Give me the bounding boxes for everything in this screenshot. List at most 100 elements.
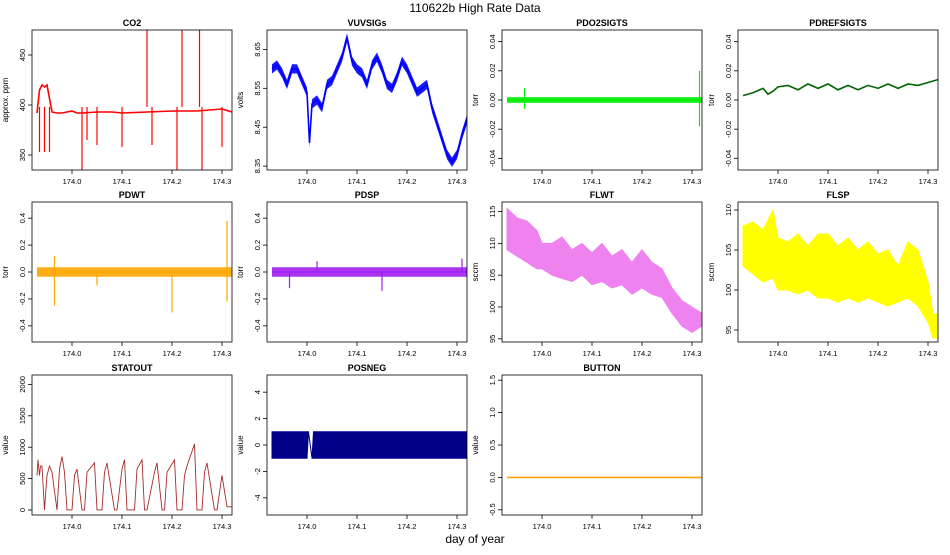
y-tick-label: -0.4 — [18, 319, 27, 332]
series-line — [36, 83, 232, 114]
y-tick-label: 100 — [724, 284, 733, 297]
plot-area — [742, 208, 938, 339]
y-axis-label: value — [471, 435, 480, 455]
y-tick-label: 1500 — [18, 407, 27, 424]
series-line — [271, 37, 467, 164]
plot-area — [506, 207, 702, 334]
plot-area — [37, 220, 232, 313]
y-tick-label: 100 — [488, 301, 497, 314]
x-tick-label: 174.2 — [869, 349, 888, 358]
chart-title: VUVSIGs — [347, 18, 386, 28]
x-tick-label: 174.3 — [213, 177, 232, 186]
y-tick-label: -4 — [253, 494, 262, 501]
y-tick-label: 8.45 — [253, 120, 262, 135]
y-axis-label: value — [1, 435, 10, 455]
y-axis-label: torr — [707, 94, 716, 106]
series-area — [271, 431, 467, 459]
y-tick-label: 4 — [253, 390, 262, 394]
plot-frame — [31, 29, 233, 171]
x-tick-label: 174.3 — [683, 349, 702, 358]
x-tick-label: 174.0 — [298, 522, 317, 531]
x-tick-label: 174.1 — [348, 349, 367, 358]
x-tick-label: 174.0 — [769, 177, 788, 186]
y-axis-label: sccm — [707, 262, 716, 281]
x-tick-label: 174.1 — [348, 522, 367, 531]
y-tick-label: 0.02 — [724, 64, 733, 79]
x-tick-label: 174.2 — [633, 349, 652, 358]
y-axis-label: sccm — [471, 262, 480, 281]
y-tick-label: 95 — [724, 326, 733, 334]
y-axis-label: torr — [1, 266, 10, 278]
plot-area — [36, 443, 232, 511]
chart-vuvsigs: VUVSIGs 174.0 174.1 174.2 174.3 8.35 8.45 8.55 8… — [236, 18, 468, 186]
chart-title: PDWT — [119, 190, 146, 200]
x-tick-label: 174.2 — [163, 177, 182, 186]
y-tick-label: 0.00 — [724, 93, 733, 108]
x-tick-label: 174.1 — [113, 349, 132, 358]
y-tick-label: 0.4 — [253, 213, 262, 223]
y-tick-label: 350 — [18, 149, 27, 162]
plot-area — [271, 431, 467, 459]
chart-title: BUTTON — [583, 363, 620, 373]
y-tick-label: 110 — [724, 204, 733, 216]
x-tick-label: 174.0 — [63, 349, 82, 358]
series-band — [272, 33, 467, 167]
x-tick-label: 174.3 — [919, 349, 938, 358]
series-line — [36, 443, 232, 511]
x-tick-label: 174.1 — [819, 349, 838, 358]
y-tick-label: -0.4 — [253, 319, 262, 332]
chart-title: FLSP — [826, 190, 849, 200]
chart-title: PDSP — [355, 190, 380, 200]
plot-frame — [737, 201, 939, 343]
y-tick-label: 0.0 — [18, 267, 27, 277]
y-tick-label: -0.2 — [18, 292, 27, 305]
y-tick-label: 400 — [18, 99, 27, 112]
y-tick-label: 1000 — [18, 439, 27, 456]
y-tick-label: 0.02 — [488, 64, 497, 79]
x-tick-label: 174.3 — [213, 522, 232, 531]
x-tick-label: 174.2 — [869, 177, 888, 186]
y-axis-label: torr — [236, 266, 245, 278]
y-axis-label: volts — [236, 92, 245, 108]
chart-button: BUTTON 174.0 174.1 174.2 174.3 -0.5 0.0 0.5 1.0 1… — [471, 363, 703, 531]
x-tick-label: 174.1 — [583, 349, 602, 358]
x-tick-label: 174.3 — [448, 522, 467, 531]
y-tick-label: 110 — [488, 237, 497, 249]
y-tick-label: 1.0 — [488, 407, 497, 417]
x-tick-label: 174.2 — [163, 522, 182, 531]
y-tick-label: 0.0 — [488, 472, 497, 482]
y-axis-label: torr — [471, 94, 480, 106]
y-tick-label: 95 — [488, 335, 497, 343]
chart-flwt: FLWT 174.0 174.1 174.2 174.3 95 100 105 110 115 sc… — [471, 190, 703, 358]
y-tick-label: 105 — [724, 244, 733, 257]
figure-title: 110622b High Rate Data — [409, 1, 541, 15]
plot-area — [742, 78, 938, 97]
y-tick-label: -2 — [253, 468, 262, 475]
y-tick-label: -0.5 — [488, 503, 497, 516]
y-tick-label: 0.04 — [724, 34, 733, 49]
plot-frame — [501, 374, 703, 516]
y-tick-label: 450 — [18, 49, 27, 62]
figure-x-axis-label: day of year — [445, 532, 504, 546]
x-tick-label: 174.1 — [113, 177, 132, 186]
series-area — [742, 208, 938, 339]
y-tick-label: 8.35 — [253, 159, 262, 174]
y-tick-label: 2000 — [18, 376, 27, 393]
y-tick-label: 0.4 — [18, 213, 27, 223]
x-tick-label: 174.0 — [298, 177, 317, 186]
x-tick-label: 174.2 — [163, 349, 182, 358]
y-tick-label: -0.04 — [724, 150, 733, 167]
plot-frame — [501, 201, 703, 343]
x-tick-label: 174.2 — [633, 522, 652, 531]
plot-frame — [31, 374, 233, 516]
chart-title: CO2 — [123, 18, 142, 28]
x-tick-label: 174.1 — [819, 177, 838, 186]
chart-pdsp: PDSP 174.0 174.1 174.2 174.3 -0.4 -0.2 0.0 0.2 0.… — [236, 190, 468, 358]
x-tick-label: 174.2 — [398, 522, 417, 531]
x-tick-label: 174.3 — [213, 349, 232, 358]
x-tick-label: 174.1 — [348, 177, 367, 186]
y-tick-label: 0.04 — [488, 34, 497, 49]
y-tick-label: 500 — [18, 472, 27, 485]
x-tick-label: 174.3 — [448, 349, 467, 358]
x-tick-label: 174.0 — [533, 522, 552, 531]
